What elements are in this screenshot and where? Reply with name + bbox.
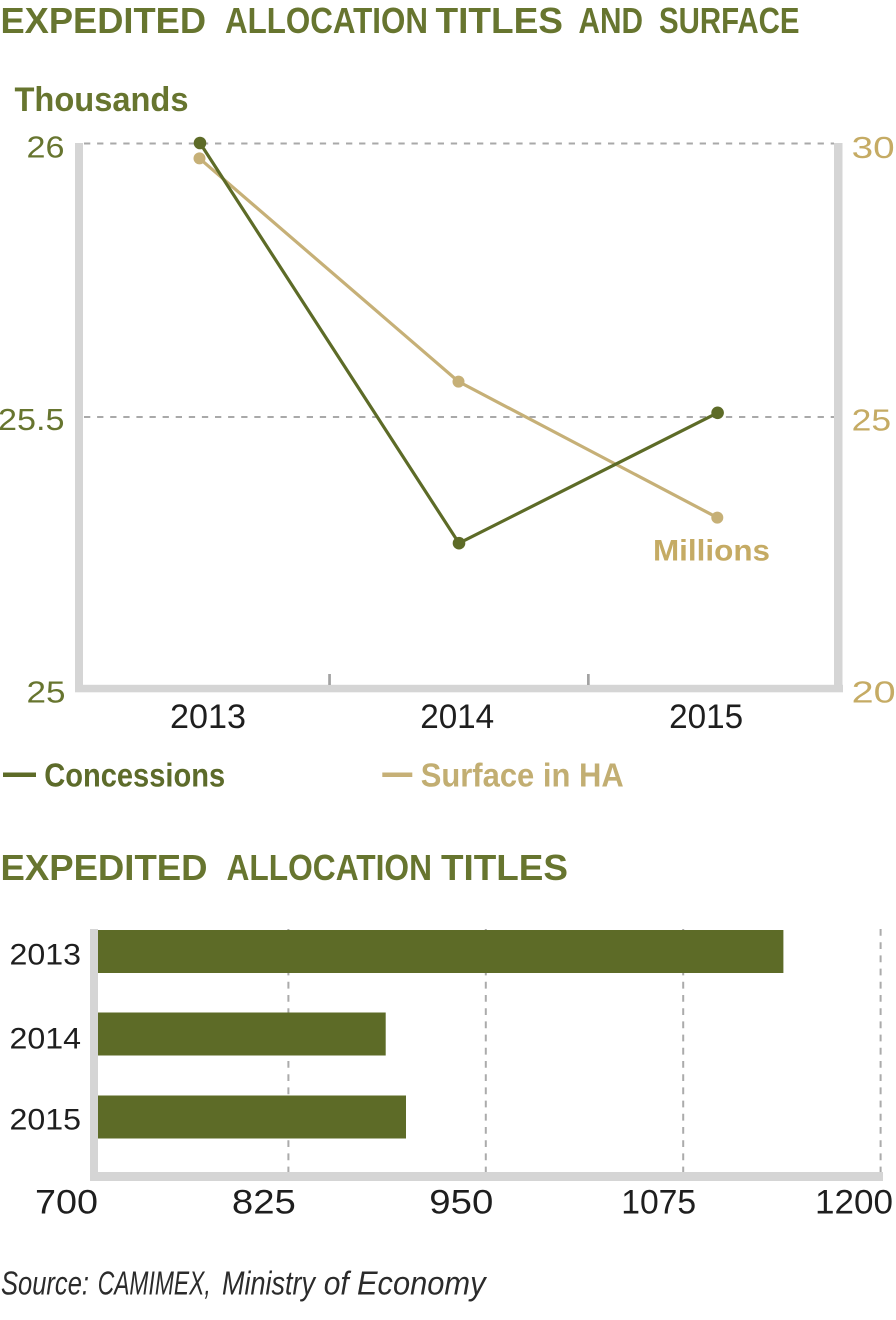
svg-text:CAMIMEX,: CAMIMEX, [98, 1265, 211, 1302]
svg-text:Economy: Economy [357, 1265, 488, 1302]
svg-text:Source:: Source: [1, 1265, 89, 1302]
svg-text:EXPEDITED: EXPEDITED [1, 0, 207, 41]
svg-text:AND: AND [579, 0, 644, 41]
svg-text:2014: 2014 [420, 698, 494, 736]
svg-text:Concessions: Concessions [44, 757, 225, 794]
svg-text:Thousands: Thousands [15, 81, 189, 119]
svg-text:30: 30 [852, 130, 895, 165]
svg-text:25.5: 25.5 [0, 402, 65, 437]
svg-text:26: 26 [27, 130, 65, 165]
svg-text:700: 700 [35, 1184, 98, 1222]
svg-text:950: 950 [429, 1184, 493, 1222]
svg-text:1200: 1200 [815, 1184, 893, 1222]
svg-text:20: 20 [852, 674, 896, 709]
svg-text:EXPEDITED: EXPEDITED [1, 847, 208, 888]
svg-text:TITLES: TITLES [436, 0, 564, 41]
svg-text:825: 825 [232, 1184, 296, 1222]
svg-text:Millions: Millions [653, 535, 770, 568]
svg-text:2015: 2015 [10, 1104, 82, 1137]
svg-text:1075: 1075 [621, 1184, 696, 1222]
svg-text:TITLES: TITLES [441, 847, 568, 888]
svg-text:Ministry: Ministry [222, 1265, 317, 1302]
svg-text:SURFACE: SURFACE [659, 0, 800, 41]
svg-text:2014: 2014 [10, 1023, 82, 1056]
svg-text:2015: 2015 [669, 698, 743, 736]
svg-text:2013: 2013 [170, 698, 246, 736]
svg-text:2013: 2013 [10, 939, 82, 972]
svg-text:Surface in HA: Surface in HA [421, 757, 624, 794]
svg-text:ALLOCATION: ALLOCATION [227, 847, 433, 888]
svg-text:ALLOCATION: ALLOCATION [225, 0, 428, 41]
svg-text:25: 25 [852, 402, 892, 437]
svg-text:of: of [324, 1265, 352, 1302]
svg-text:25: 25 [27, 674, 66, 709]
